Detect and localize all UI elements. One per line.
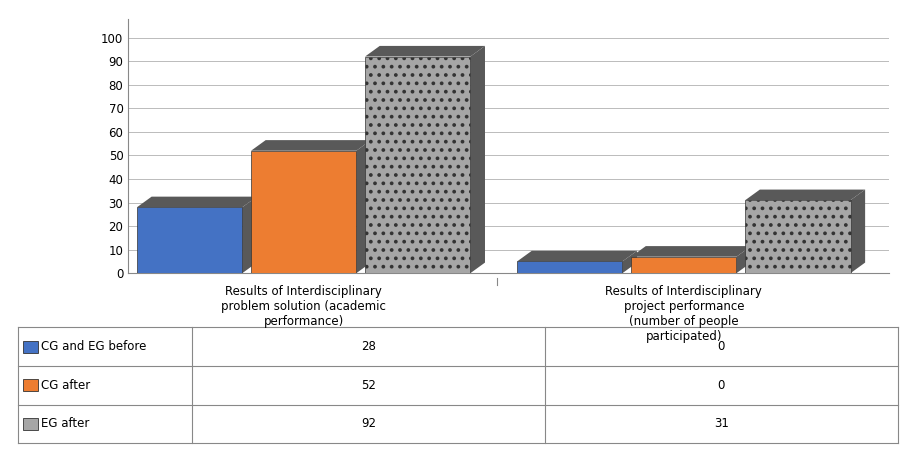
Polygon shape <box>365 46 485 57</box>
Polygon shape <box>850 190 865 273</box>
Polygon shape <box>356 140 371 273</box>
Polygon shape <box>137 197 256 207</box>
Polygon shape <box>251 140 371 151</box>
Text: 28: 28 <box>361 340 376 353</box>
Polygon shape <box>242 197 256 273</box>
Text: 52: 52 <box>361 379 376 392</box>
Bar <box>365 57 471 273</box>
Polygon shape <box>622 251 637 273</box>
Bar <box>746 200 850 273</box>
Text: 92: 92 <box>361 417 376 430</box>
Text: CG and EG before: CG and EG before <box>41 340 147 353</box>
Text: CG after: CG after <box>41 379 91 392</box>
Polygon shape <box>736 246 751 273</box>
Bar <box>251 151 356 273</box>
Bar <box>137 207 242 273</box>
Text: Results of Interdisciplinary
project performance
(number of people
participated): Results of Interdisciplinary project per… <box>605 285 762 343</box>
Polygon shape <box>746 190 865 200</box>
Text: 0: 0 <box>717 379 725 392</box>
Polygon shape <box>471 46 485 273</box>
Text: EG after: EG after <box>41 417 90 430</box>
Text: 0: 0 <box>717 340 725 353</box>
Polygon shape <box>631 246 751 257</box>
Polygon shape <box>518 251 637 261</box>
Text: 31: 31 <box>714 417 729 430</box>
Bar <box>518 261 622 273</box>
Bar <box>631 257 736 273</box>
Text: Results of Interdisciplinary
problem solution (academic
performance): Results of Interdisciplinary problem sol… <box>222 285 387 328</box>
